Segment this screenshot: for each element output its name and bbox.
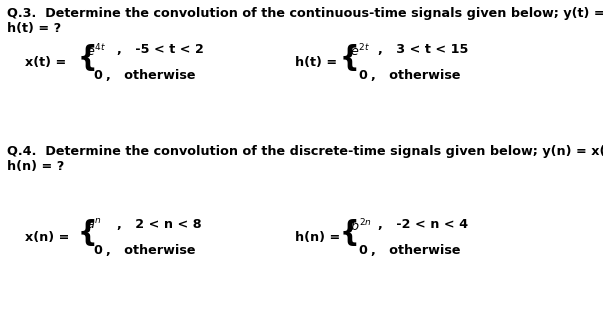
Text: ,   -5 < t < 2: , -5 < t < 2 <box>117 43 204 56</box>
Text: ,   otherwise: , otherwise <box>106 69 195 82</box>
Text: ,   2 < n < 8: , 2 < n < 8 <box>117 218 201 231</box>
Text: ,   otherwise: , otherwise <box>371 69 461 82</box>
Text: {: { <box>78 44 98 72</box>
Text: 0: 0 <box>93 69 102 82</box>
Text: h(n) =: h(n) = <box>295 231 340 244</box>
Text: 0: 0 <box>358 69 367 82</box>
Text: {: { <box>340 219 360 247</box>
Text: Q.4.  Determine the convolution of the discrete-time signals given below; y(n) =: Q.4. Determine the convolution of the di… <box>7 145 603 158</box>
Text: 0: 0 <box>93 244 102 257</box>
Text: $b^{2n}$: $b^{2n}$ <box>350 218 372 235</box>
Text: h(t) = ?: h(t) = ? <box>7 22 61 35</box>
Text: ,   otherwise: , otherwise <box>106 244 195 257</box>
Text: $e^{2t}$: $e^{2t}$ <box>350 43 370 60</box>
Text: x(t) =: x(t) = <box>25 56 66 69</box>
Text: ,   3 < t < 15: , 3 < t < 15 <box>378 43 469 56</box>
Text: $a^{n}$: $a^{n}$ <box>86 218 101 232</box>
Text: 0: 0 <box>358 244 367 257</box>
Text: h(n) = ?: h(n) = ? <box>7 160 65 173</box>
Text: h(t) =: h(t) = <box>295 56 337 69</box>
Text: Q.3.  Determine the convolution of the continuous-time signals given below; y(t): Q.3. Determine the convolution of the co… <box>7 7 603 20</box>
Text: ,   otherwise: , otherwise <box>371 244 461 257</box>
Text: ,   -2 < n < 4: , -2 < n < 4 <box>378 218 468 231</box>
Text: {: { <box>340 44 360 72</box>
Text: x(n) =: x(n) = <box>25 231 69 244</box>
Text: $e^{4t}$: $e^{4t}$ <box>86 43 106 60</box>
Text: {: { <box>78 219 98 247</box>
